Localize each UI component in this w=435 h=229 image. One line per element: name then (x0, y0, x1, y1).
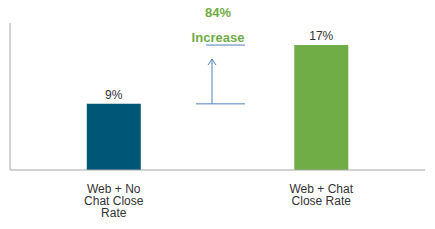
svg-text:84%Increase: 84%Increase (192, 5, 245, 45)
svg-text:Web + ChatClose Rate: Web + ChatClose Rate (290, 182, 354, 208)
svg-text:9%: 9% (105, 88, 123, 102)
svg-text:17%: 17% (309, 29, 333, 43)
svg-text:Web + NoChat CloseRate: Web + NoChat CloseRate (84, 182, 144, 220)
